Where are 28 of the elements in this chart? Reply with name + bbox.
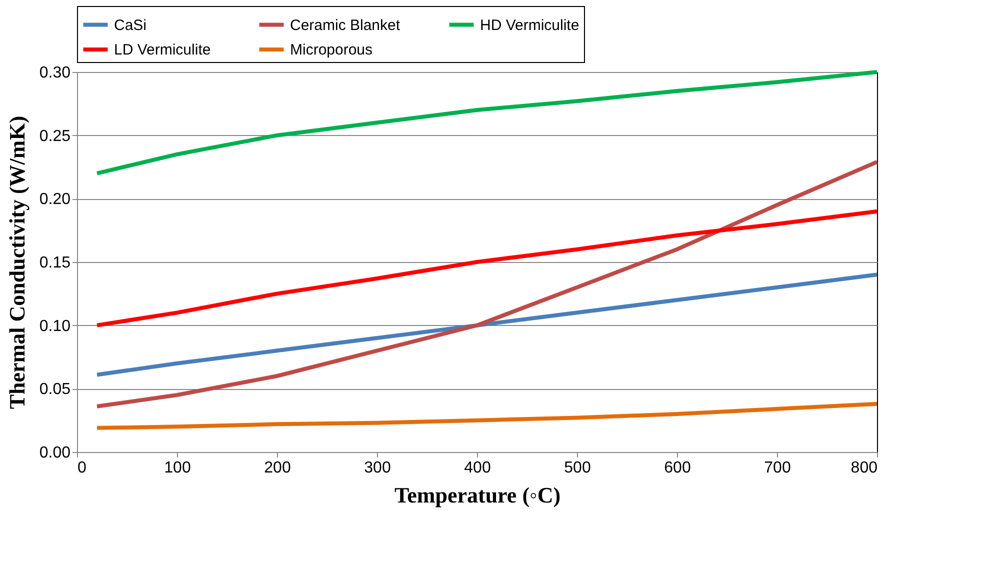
- line-series: [95, 209, 879, 328]
- y-tick-label: 0.30: [39, 64, 71, 82]
- y-tick-label: 0.05: [39, 381, 71, 398]
- y-axis-title: Thermal Conductivity (W/mK): [4, 116, 30, 410]
- x-tick-label: 300: [364, 460, 391, 476]
- line-series: [95, 160, 879, 408]
- x-tick-label: 600: [664, 460, 691, 476]
- legend-label: Ceramic Blanket: [290, 16, 401, 34]
- y-tick-label: 0.15: [39, 254, 71, 272]
- y-tick-label: 0.25: [39, 128, 71, 145]
- x-tick-label: 800: [850, 460, 878, 476]
- x-tick-label: 100: [164, 460, 191, 476]
- legend-label: HD Vermiculite: [480, 16, 580, 34]
- y-tick-label: 0.10: [39, 318, 71, 335]
- x-tick-label: 700: [764, 460, 791, 476]
- x-tick-label: 0: [78, 460, 86, 476]
- line-series: [95, 272, 879, 377]
- y-tick-label: 0.00: [39, 444, 71, 462]
- y-tick-label: 0.20: [39, 191, 71, 208]
- x-axis-title: Temperature (◦C): [394, 482, 561, 508]
- line-series: [95, 70, 879, 176]
- legend-label: Microporous: [290, 42, 373, 58]
- x-tick-label: 500: [564, 460, 591, 476]
- x-tick-label: 200: [264, 460, 291, 476]
- line-series: [95, 402, 879, 430]
- legend-label: CaSi: [114, 16, 147, 34]
- legend-label: LD Vermiculite: [114, 42, 211, 58]
- x-tick-label: 400: [464, 460, 491, 476]
